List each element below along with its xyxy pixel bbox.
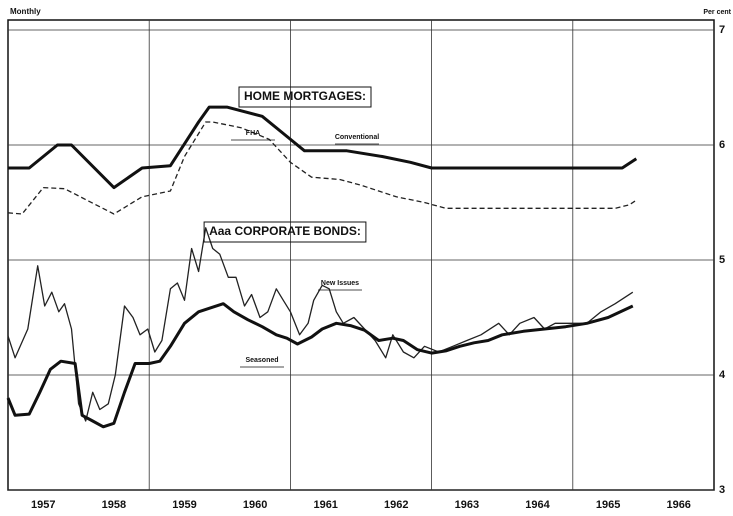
y-tick-label: 3 bbox=[719, 484, 725, 496]
series-label: New Issues bbox=[321, 280, 359, 287]
x-tick-label: 1965 bbox=[596, 499, 620, 511]
series-line bbox=[8, 105, 638, 190]
y-tick-label: 5 bbox=[719, 254, 725, 266]
y-tick-label: 7 bbox=[719, 24, 725, 36]
annotation: Aaa CORPORATE BONDS: bbox=[209, 224, 361, 238]
x-tick-label: 1963 bbox=[455, 499, 479, 511]
series-line bbox=[7, 121, 637, 215]
series-label: FHA bbox=[246, 130, 260, 137]
frequency-label: Monthly bbox=[10, 7, 41, 16]
x-tick-label: 1960 bbox=[243, 499, 267, 511]
unit-label: Per cent bbox=[703, 9, 731, 16]
x-tick-label: 1959 bbox=[172, 499, 196, 511]
series-line bbox=[7, 227, 634, 422]
y-tick-label: 6 bbox=[719, 139, 725, 151]
x-tick-label: 1958 bbox=[102, 499, 126, 511]
annotation-box bbox=[238, 86, 372, 108]
x-tick-label: 1961 bbox=[313, 499, 337, 511]
x-tick-label: 1962 bbox=[384, 499, 408, 511]
annotation: HOME MORTGAGES: bbox=[244, 89, 366, 103]
series-label: Conventional bbox=[335, 134, 379, 141]
series-line bbox=[6, 302, 634, 429]
series-label: Seasoned bbox=[245, 357, 278, 364]
x-tick-label: 1966 bbox=[666, 499, 690, 511]
x-tick-label: 1957 bbox=[31, 499, 55, 511]
y-tick-label: 4 bbox=[719, 369, 726, 381]
annotation-box bbox=[203, 221, 367, 243]
x-tick-label: 1964 bbox=[525, 499, 550, 511]
